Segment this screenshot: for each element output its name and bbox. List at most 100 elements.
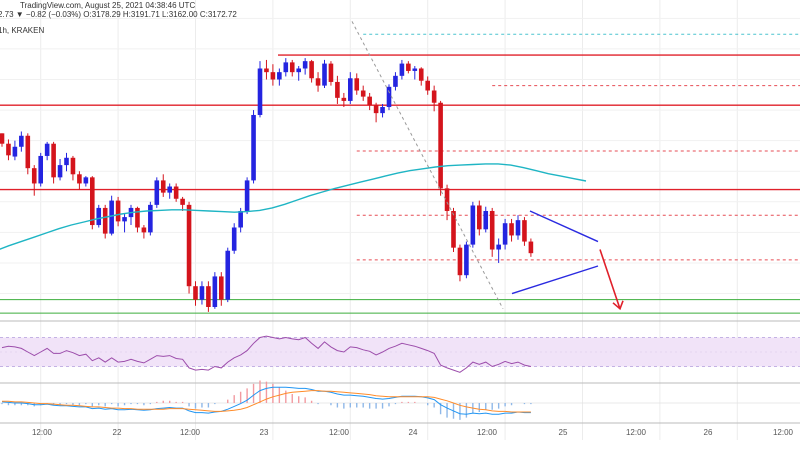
candle-body (335, 81, 340, 98)
signal-line (2, 390, 531, 413)
candle-body (341, 97, 347, 101)
candle-body (393, 75, 398, 87)
triangle-upper-line (529, 210, 599, 243)
candle-body (199, 286, 205, 300)
candle-body (244, 180, 250, 211)
rsi-line (1, 335, 532, 373)
candle-body (173, 186, 179, 199)
moving-average-layer (0, 163, 587, 250)
candle-body (122, 217, 127, 222)
triangle-lower-line (511, 265, 599, 295)
candle-body (380, 107, 385, 114)
candle-body (483, 210, 489, 230)
candle-body (257, 68, 263, 115)
candle-body (270, 72, 276, 80)
candle-body (264, 68, 269, 73)
candle-body (219, 276, 224, 300)
candle-body (296, 68, 301, 73)
x-tick-label: 12:00 (773, 428, 794, 437)
candle-body (348, 78, 353, 101)
candle-body (141, 227, 147, 233)
candle-body (464, 244, 469, 276)
macd-line (1, 386, 531, 415)
candle-body (83, 177, 89, 184)
candle-body (19, 135, 24, 147)
candle-body (206, 286, 211, 307)
x-tick-label: 12:00 (32, 428, 53, 437)
candle-body (160, 180, 166, 193)
candle-body (515, 220, 521, 236)
candle-body (6, 143, 11, 156)
header-timeframe: 1h, KRAKEN (0, 26, 44, 35)
candle-body (51, 143, 56, 178)
candle-body (212, 276, 218, 307)
candle-body (412, 68, 418, 71)
candle-body (373, 105, 379, 114)
candle-body (406, 63, 411, 71)
candle-body (451, 210, 456, 248)
candle-body (135, 207, 140, 228)
candle-body (438, 102, 443, 189)
candle-body (225, 250, 231, 300)
x-tick-label: 12:00 (626, 428, 647, 437)
x-tick-label: 12:00 (180, 428, 201, 437)
candle-body (193, 286, 198, 300)
x-axis: 12:00 22 12:00 23 12:00 24 12:00 25 12:00 26 12:00 (32, 428, 794, 437)
candle-body (386, 86, 392, 108)
x-tick-label: 12:00 (477, 428, 498, 437)
candle-body (115, 200, 121, 222)
candle-body (354, 78, 360, 91)
candle-body (31, 168, 37, 184)
candle-body (309, 61, 314, 79)
candle-body (38, 155, 43, 184)
x-tick-label: 22 (113, 428, 122, 437)
candle-body (180, 198, 185, 205)
candle-body (77, 174, 82, 184)
candle-body (470, 205, 476, 245)
header-ohlc: 2.73 ▼ −0.82 (−0.03%) O:3178.29 H:3191.7… (0, 10, 237, 19)
candle-body (0, 133, 5, 144)
candle-body (502, 223, 508, 245)
candle-body (522, 220, 527, 242)
arrow-shaft (599, 249, 621, 310)
candle-body (489, 210, 495, 250)
candle-body (367, 96, 372, 106)
candle-body (509, 223, 514, 236)
candle-body (477, 205, 482, 230)
grid-layer (0, 0, 800, 440)
candle-body (12, 146, 18, 157)
rsi-panel (0, 335, 800, 373)
candle-body (102, 207, 108, 234)
candle-body (186, 204, 192, 287)
candle-body (496, 244, 501, 250)
candle-body (167, 186, 172, 193)
moving-average-line (0, 163, 587, 250)
candle-body (96, 207, 102, 226)
candle-body (57, 165, 63, 178)
candle-body (457, 247, 463, 276)
candle-body (90, 177, 95, 226)
candle-body (322, 63, 327, 86)
level-lines-layer (0, 33, 800, 314)
candle-body (289, 62, 295, 73)
candle-body (444, 188, 450, 211)
candle-body (109, 200, 114, 234)
candle-body (315, 78, 321, 86)
x-tick-label: 24 (409, 428, 418, 437)
candle-body (431, 90, 437, 103)
candle-body (148, 204, 153, 233)
macd-panel (0, 380, 800, 420)
candle-body (44, 143, 50, 156)
candle-body (418, 68, 424, 81)
trendline (351, 21, 504, 310)
candle-body (328, 63, 334, 82)
candle-body (302, 61, 308, 69)
candle-body (251, 114, 256, 181)
candles-layer (0, 58, 534, 312)
candle-body (277, 72, 282, 80)
arrow-head (612, 300, 624, 311)
candle-body (238, 210, 243, 228)
candle-body (528, 241, 534, 254)
candle-body (25, 135, 31, 169)
